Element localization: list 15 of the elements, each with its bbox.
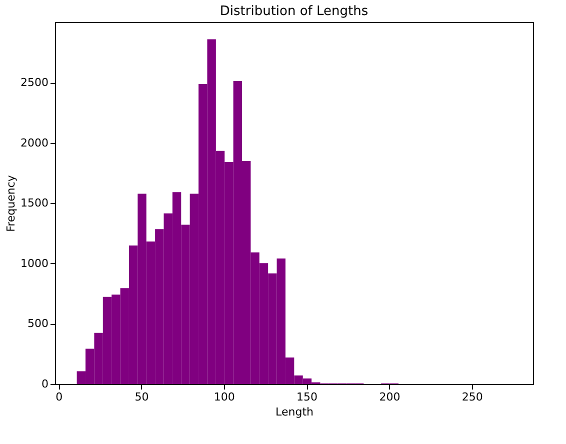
y-tick-label: 500 (28, 317, 48, 330)
x-tick-label: 250 (462, 390, 483, 404)
x-tick-label: 100 (214, 390, 235, 404)
y-tick-label: 0 (42, 378, 48, 390)
x-tick-label: 50 (134, 390, 149, 404)
y-tick-label: 1000 (20, 256, 48, 270)
x-tick-label: 200 (379, 390, 400, 404)
y-tick-label: 2000 (20, 136, 48, 150)
chart-title: Distribution of Lengths (220, 4, 368, 19)
y-axis-title: Frequency (4, 174, 18, 232)
x-axis-title: Length (276, 406, 314, 418)
x-tick-label: 0 (56, 390, 63, 404)
y-tick-label: 2500 (20, 76, 48, 90)
y-tick-label: 1500 (20, 196, 48, 210)
x-tick-label: 150 (296, 390, 318, 404)
